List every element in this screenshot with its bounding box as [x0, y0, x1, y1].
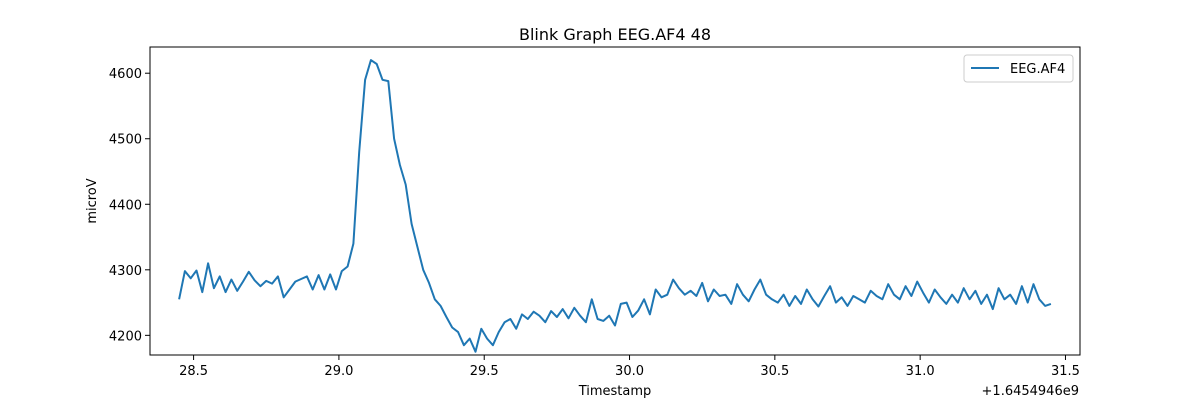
x-tick-label: 31.5 [1051, 364, 1080, 379]
legend-label-eeg-af4: EEG.AF4 [1010, 62, 1065, 77]
x-tick-label: 31.0 [906, 364, 935, 379]
x-tick-label: 30.0 [615, 364, 644, 379]
legend: EEG.AF4 [963, 54, 1074, 83]
plot-frame [149, 46, 1081, 356]
x-offset-label: +1.6454946e9 [982, 384, 1079, 399]
x-axis: 28.5 29.0 29.5 30.0 30.5 31.0 31.5 [179, 355, 1080, 379]
y-axis: 4200 4300 4400 4500 4600 [109, 67, 150, 344]
x-tick-label: 29.0 [324, 364, 353, 379]
x-tick-label: 28.5 [179, 364, 208, 379]
x-tick-label: 30.5 [760, 364, 789, 379]
legend-box [963, 54, 1074, 83]
y-tick-label: 4300 [109, 264, 142, 279]
y-tick-label: 4400 [109, 198, 142, 213]
chart-title: Blink Graph EEG.AF4 48 [519, 25, 711, 44]
y-axis-label: microV [85, 178, 100, 223]
y-tick-label: 4500 [109, 133, 142, 148]
series-line-eeg-af4 [178, 59, 1052, 353]
y-tick-label: 4600 [109, 67, 142, 82]
x-tick-label: 29.5 [470, 364, 499, 379]
y-tick-label: 4200 [109, 329, 142, 344]
x-axis-label: Timestamp [578, 384, 652, 399]
